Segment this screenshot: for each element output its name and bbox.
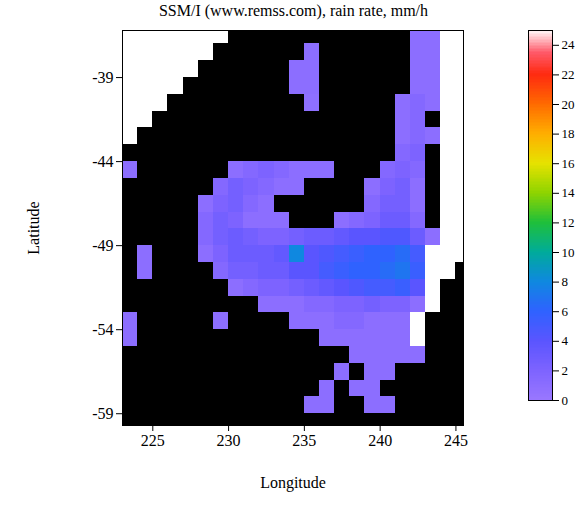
svg-text:Latitude: Latitude (25, 201, 42, 254)
svg-text:8: 8 (562, 274, 569, 289)
svg-text:4: 4 (562, 333, 569, 348)
svg-text:6: 6 (562, 304, 569, 319)
svg-text:-49: -49 (92, 237, 113, 254)
svg-text:0: 0 (562, 393, 569, 408)
svg-text:-39: -39 (92, 69, 113, 86)
svg-text:20: 20 (562, 97, 575, 112)
svg-text:12: 12 (562, 215, 575, 230)
svg-text:-54: -54 (92, 321, 113, 338)
svg-text:14: 14 (562, 185, 576, 200)
html-text:SSM/I (www.remss.com), rain ra: SSM/I (www.remss.com), rain rate, mm/h (158, 2, 429, 19)
svg-text:10: 10 (562, 245, 575, 260)
svg-text:225: 225 (141, 432, 165, 449)
svg-text:-44: -44 (92, 153, 113, 170)
svg-text:245: 245 (444, 432, 468, 449)
svg-text:230: 230 (217, 432, 241, 449)
svg-text:16: 16 (562, 156, 576, 171)
svg-text:-59: -59 (92, 405, 113, 422)
svg-text:240: 240 (368, 432, 392, 449)
svg-text:235: 235 (292, 432, 316, 449)
svg-text:22: 22 (562, 67, 575, 82)
svg-text:2: 2 (562, 363, 569, 378)
svg-text:Longitude: Longitude (260, 474, 326, 492)
svg-text:18: 18 (562, 126, 575, 141)
svg-text:24: 24 (562, 37, 576, 52)
